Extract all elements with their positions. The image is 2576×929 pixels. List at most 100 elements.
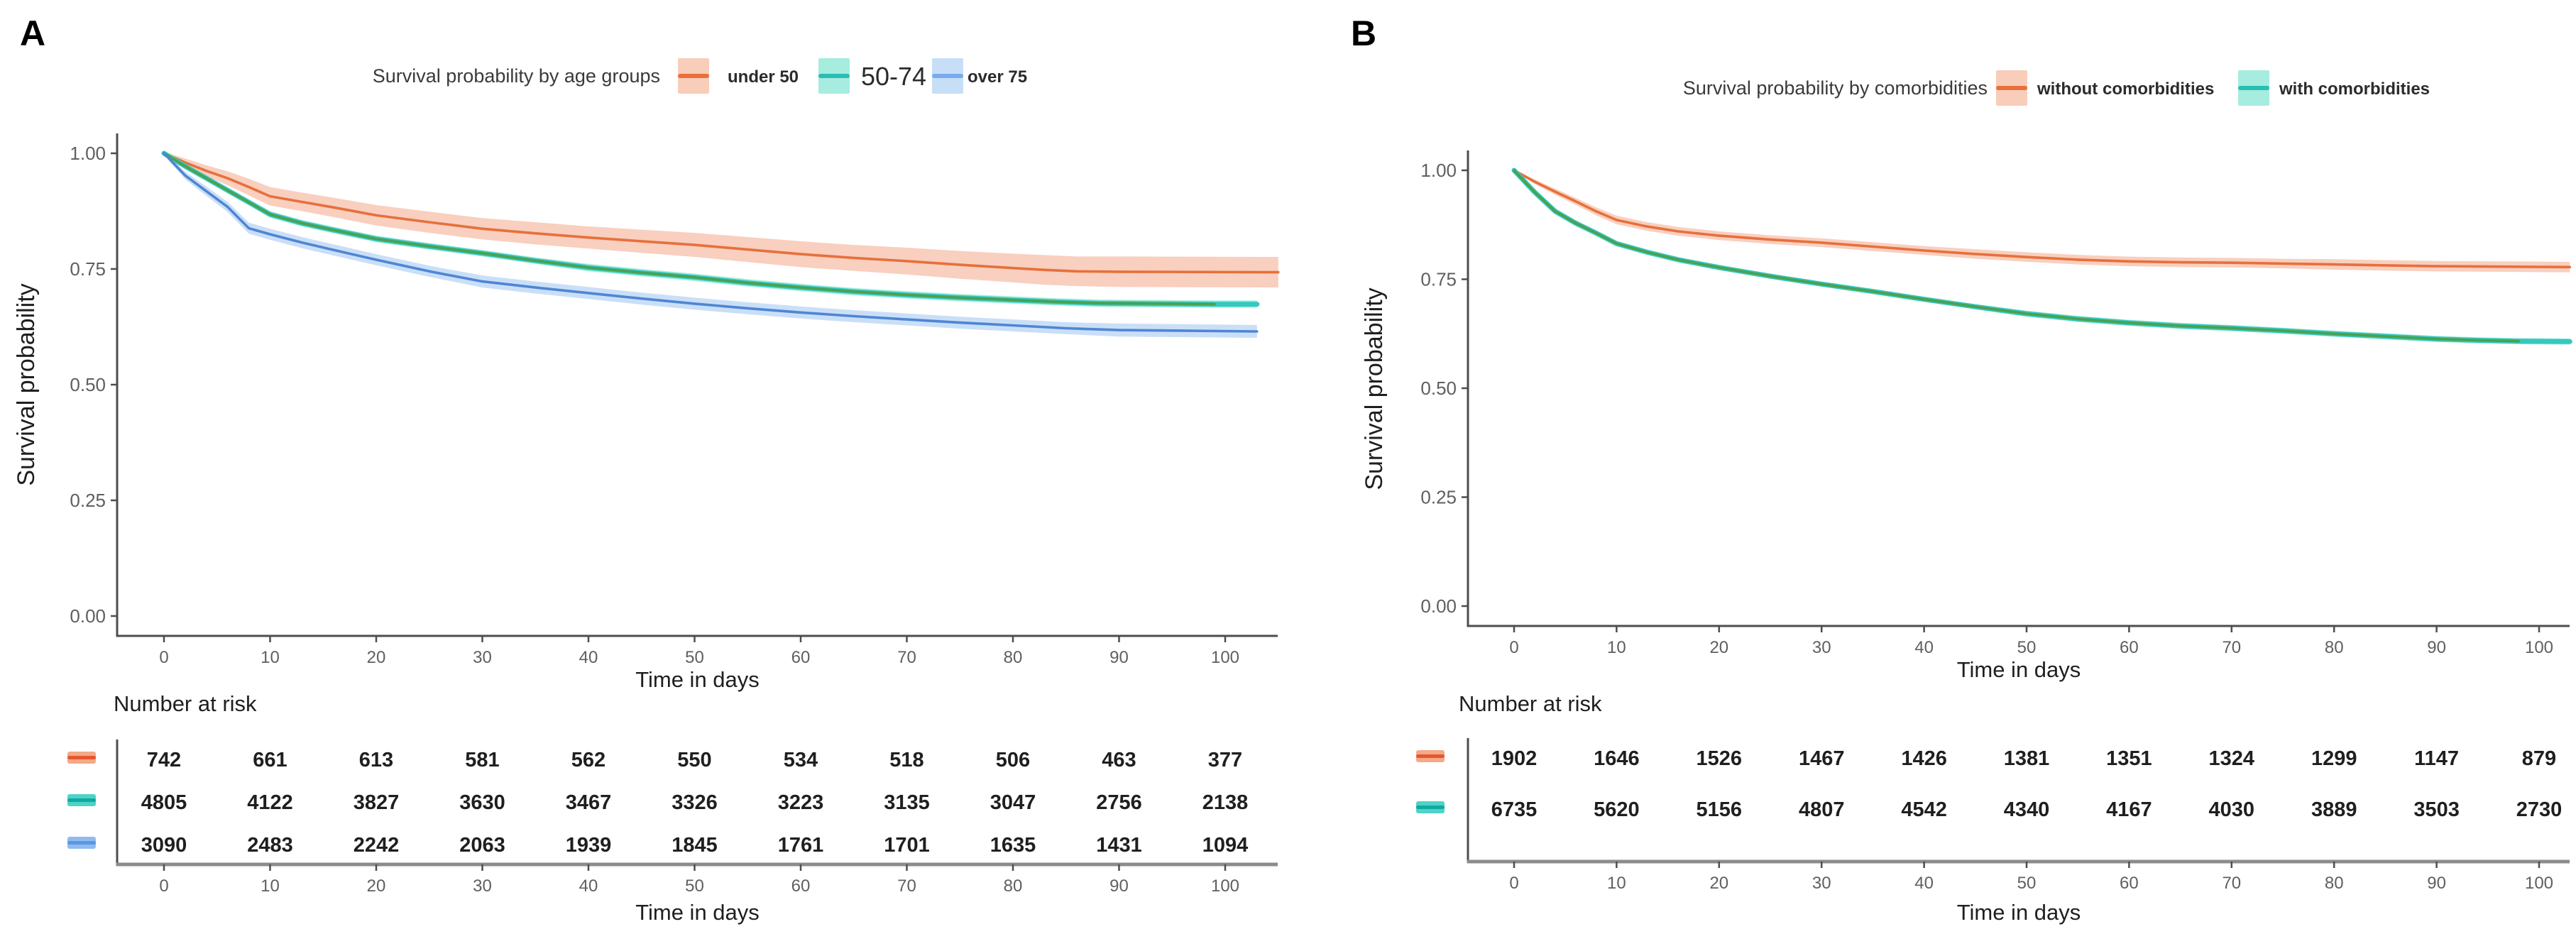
risk-table-tick-label: 30 [1812, 874, 1831, 893]
legend-key-line-swatch [818, 74, 850, 78]
risk-count: 1351 [2106, 747, 2152, 770]
survival-curve [163, 152, 1259, 333]
panel-a: A Survival probability by age groups under… [13, 13, 1280, 925]
risk-count: 4542 [1901, 798, 1947, 821]
risk-count: 3135 [884, 791, 930, 814]
risk-count: 3467 [566, 791, 612, 814]
risk-table-tick-label: 20 [367, 876, 386, 896]
risk-count: 3889 [2311, 798, 2357, 821]
risk-table-tick-label: 60 [2120, 874, 2139, 893]
risk-count: 3326 [672, 791, 718, 814]
risk-table-tick-label: 10 [1607, 874, 1626, 893]
risk-count: 661 [253, 749, 287, 771]
x-axis-title: Time in days [635, 667, 760, 692]
risk-count: 613 [359, 749, 393, 771]
risk-count: 562 [571, 749, 605, 771]
risk-table-tick-label: 50 [2017, 874, 2037, 893]
risk-count: 4805 [141, 791, 187, 814]
risk-count: 1431 [1096, 834, 1142, 857]
x-axis-tick-label: 90 [1109, 648, 1129, 667]
risk-row-key-line [67, 756, 96, 759]
risk-table-x-axis-title: Time in days [635, 900, 760, 925]
risk-count: 1324 [2209, 747, 2255, 770]
risk-table-tick-label: 100 [2525, 874, 2553, 893]
y-axis-tick-label: 0.25 [70, 490, 106, 511]
risk-count: 1299 [2311, 747, 2357, 770]
y-axis-tick-label: 0.75 [70, 258, 106, 280]
legend-item-label: under 50 [728, 67, 799, 87]
legend-key-line-swatch [678, 74, 709, 78]
risk-count: 3090 [141, 834, 187, 857]
risk-count: 3223 [778, 791, 824, 814]
x-axis-tick-label: 30 [473, 648, 492, 667]
panel-b-plot-svg: B Survival probability by comorbidities wi… [1351, 13, 2572, 925]
legend-key-line-swatch [2238, 86, 2269, 90]
legend-title: Survival probability by age groups [373, 65, 660, 87]
risk-table-title: Number at risk [1459, 691, 1602, 716]
risk-count: 1701 [884, 834, 930, 857]
risk-count: 879 [2522, 747, 2556, 770]
risk-count: 506 [996, 749, 1030, 771]
x-axis-tick-label: 20 [1709, 638, 1728, 657]
panel-letter: B [1351, 13, 1376, 53]
x-axis-tick-label: 70 [2222, 638, 2241, 657]
risk-count: 5156 [1697, 798, 1743, 821]
risk-count: 1381 [2004, 747, 2050, 770]
y-axis-tick-label: 0.00 [1420, 595, 1457, 617]
risk-table-tick-label: 30 [473, 876, 492, 896]
x-axis-tick-label: 80 [2325, 638, 2344, 657]
legend-key-line-swatch [1996, 86, 2027, 90]
x-axis-tick-label: 60 [2120, 638, 2139, 657]
confidence-band [1514, 169, 2570, 273]
risk-count: 377 [1208, 749, 1242, 771]
x-axis-tick-label: 20 [367, 648, 386, 667]
risk-count: 2138 [1202, 791, 1249, 814]
x-axis-tick-label: 40 [579, 648, 598, 667]
risk-table-tick-label: 0 [159, 876, 168, 896]
legend-key-line-swatch [932, 74, 963, 78]
x-axis-tick-label: 0 [159, 648, 168, 667]
risk-count: 581 [465, 749, 499, 771]
risk-count: 3047 [990, 791, 1036, 814]
y-axis-title: Survival probability [13, 283, 40, 485]
x-axis-tick-label: 70 [897, 648, 916, 667]
legend-item-label: over 75 [968, 67, 1027, 87]
y-axis-tick-label: 0.50 [1420, 378, 1457, 399]
risk-table-tick-label: 100 [1211, 876, 1239, 896]
risk-count: 3827 [353, 791, 400, 814]
risk-table-tick-label: 90 [1109, 876, 1129, 896]
survival-curve [1513, 169, 2572, 269]
risk-count: 1426 [1901, 747, 1947, 770]
x-axis-tick-label: 40 [1914, 638, 1934, 657]
risk-count: 2756 [1096, 791, 1142, 814]
risk-count: 2242 [353, 834, 400, 857]
risk-count: 518 [889, 749, 923, 771]
risk-row-key-line [1416, 806, 1445, 809]
risk-count: 463 [1102, 749, 1136, 771]
risk-count: 5620 [1594, 798, 1640, 821]
risk-count: 550 [677, 749, 711, 771]
survival-curve [163, 152, 1280, 274]
risk-table-tick-label: 60 [791, 876, 811, 896]
y-axis-title: Survival probability [1361, 287, 1388, 490]
y-axis-tick-label: 0.00 [70, 605, 106, 627]
x-axis-tick-label: 100 [1211, 648, 1239, 667]
x-axis-tick-label: 90 [2427, 638, 2446, 657]
risk-count: 1845 [672, 834, 718, 857]
risk-count: 1635 [990, 834, 1036, 857]
risk-table-tick-label: 10 [261, 876, 280, 896]
risk-table-tick-label: 90 [2427, 874, 2446, 893]
legend-item-label: without comorbidities [2037, 79, 2214, 99]
confidence-band [164, 152, 1278, 288]
risk-table-tick-label: 80 [2325, 874, 2344, 893]
risk-count: 1902 [1491, 747, 1538, 770]
risk-count: 2483 [247, 834, 293, 857]
risk-count: 534 [784, 749, 818, 771]
risk-count: 1467 [1799, 747, 1845, 770]
risk-count: 2063 [459, 834, 505, 857]
y-axis-tick-label: 0.50 [70, 374, 106, 395]
panel-a-plot-svg: A Survival probability by age groups under… [13, 13, 1280, 925]
x-axis-title: Time in days [1957, 657, 2081, 682]
risk-count: 1939 [566, 834, 612, 857]
risk-count: 4340 [2004, 798, 2050, 821]
